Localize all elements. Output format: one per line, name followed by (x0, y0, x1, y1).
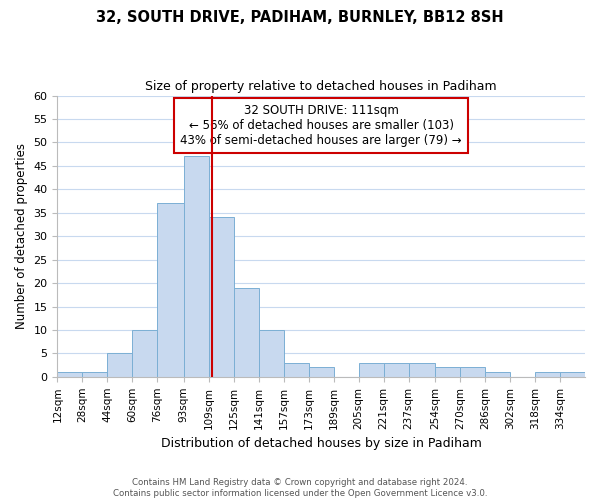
Title: Size of property relative to detached houses in Padiham: Size of property relative to detached ho… (145, 80, 497, 93)
Bar (485, 372, 510, 377)
Bar (435, 368, 460, 377)
Text: Contains HM Land Registry data © Crown copyright and database right 2024.
Contai: Contains HM Land Registry data © Crown c… (113, 478, 487, 498)
Y-axis label: Number of detached properties: Number of detached properties (15, 143, 28, 329)
Bar (560, 372, 585, 377)
Bar (284, 363, 309, 377)
Bar (157, 204, 184, 377)
Bar (383, 363, 409, 377)
Bar (184, 156, 209, 377)
Bar (409, 363, 435, 377)
Bar (535, 372, 560, 377)
Bar (82, 372, 107, 377)
Bar (234, 288, 259, 377)
Bar (359, 363, 383, 377)
Text: 32, SOUTH DRIVE, PADIHAM, BURNLEY, BB12 8SH: 32, SOUTH DRIVE, PADIHAM, BURNLEY, BB12 … (96, 10, 504, 25)
Bar (309, 368, 334, 377)
Bar (209, 218, 234, 377)
X-axis label: Distribution of detached houses by size in Padiham: Distribution of detached houses by size … (161, 437, 482, 450)
Text: 32 SOUTH DRIVE: 111sqm
← 56% of detached houses are smaller (103)
43% of semi-de: 32 SOUTH DRIVE: 111sqm ← 56% of detached… (181, 104, 462, 147)
Bar (107, 354, 133, 377)
Bar (133, 330, 157, 377)
Bar (58, 372, 82, 377)
Bar (460, 368, 485, 377)
Bar (259, 330, 284, 377)
